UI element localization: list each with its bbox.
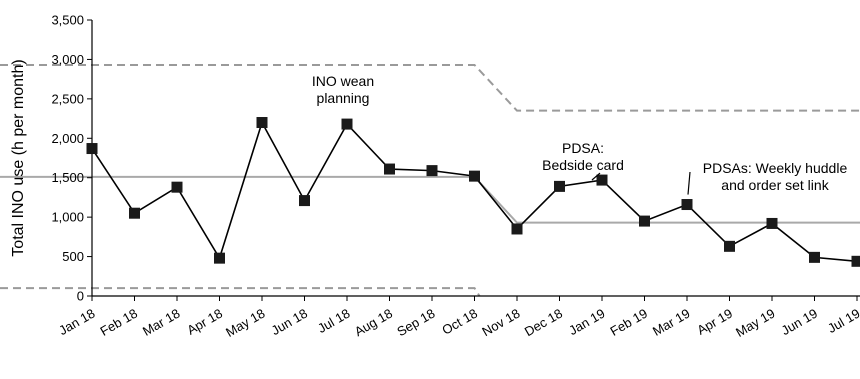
y-tick-label: 2,500 [51, 91, 84, 106]
data-point [86, 143, 98, 155]
x-tick-label: Jun 19 [779, 306, 820, 339]
data-point [299, 195, 310, 207]
x-tick-label: Mar 19 [650, 306, 693, 339]
x-tick-label: Feb 18 [97, 306, 140, 339]
data-point [851, 255, 860, 267]
x-tick-label: Aug 18 [352, 306, 395, 340]
x-tick-label: Jul 18 [315, 306, 353, 336]
data-series [86, 117, 860, 267]
x-tick-label: Sep 18 [394, 306, 437, 340]
y-tick-label: 3,000 [51, 52, 84, 67]
annotation-pointer [687, 171, 691, 195]
data-point [214, 252, 225, 264]
data-point [809, 251, 820, 263]
y-tick-label: 1,500 [51, 170, 84, 185]
data-point [511, 223, 523, 235]
annotation-pointer [591, 172, 601, 181]
data-point [469, 170, 480, 182]
data-point [171, 181, 183, 193]
data-point [596, 174, 608, 186]
x-tick-label: Jul 19 [825, 306, 860, 336]
data-point [724, 240, 735, 252]
x-tick-label: Apr 19 [694, 306, 735, 338]
data-point [681, 199, 693, 211]
x-tick-label: May 18 [223, 306, 267, 340]
x-tick-label: Jan 19 [566, 306, 607, 339]
center-lines [0, 175, 860, 224]
data-point [341, 118, 353, 130]
x-tick-label: Mar 18 [140, 306, 183, 339]
annotation-pdsa-bedside-card: Bedside card [542, 157, 624, 173]
x-tick-label: May 19 [733, 306, 777, 340]
y-tick-label: 0 [77, 289, 84, 304]
y-tick-label: 1,000 [51, 210, 84, 225]
data-point [129, 207, 140, 219]
lower-control-limit [0, 287, 481, 297]
x-tick-label: Nov 18 [479, 306, 522, 340]
x-tick-label: Dec 18 [522, 306, 565, 340]
data-point [426, 165, 438, 177]
control-limits [0, 63, 860, 297]
y-tick-label: 3,500 [51, 13, 84, 28]
upper-control-limit [0, 63, 860, 112]
x-tick-label: Jan 18 [56, 306, 97, 339]
data-point [384, 163, 395, 175]
x-tick-label: Jun 18 [269, 306, 310, 339]
x-tick-label: Apr 18 [184, 306, 225, 338]
data-point [554, 180, 565, 192]
x-tick-label: Oct 18 [439, 306, 480, 338]
annotation-ino-wean-planning: INO wean [312, 73, 374, 89]
data-point [766, 217, 778, 229]
annotation-pdsa-bedside-card: PDSA: [562, 140, 604, 156]
annotation-pdsas-weekly-huddle: and order set link [721, 177, 829, 193]
annotation-ino-wean-planning: planning [317, 90, 370, 106]
center-line [0, 175, 860, 224]
y-axis-label: Total INO use (h per month) [10, 59, 27, 256]
y-tick-label: 2,000 [51, 131, 84, 146]
x-tick-label: Feb 19 [607, 306, 650, 339]
data-point [639, 215, 650, 227]
y-tick-label: 500 [62, 249, 84, 264]
annotation-pdsas-weekly-huddle: PDSAs: Weekly huddle [703, 160, 848, 176]
data-point [256, 117, 268, 129]
